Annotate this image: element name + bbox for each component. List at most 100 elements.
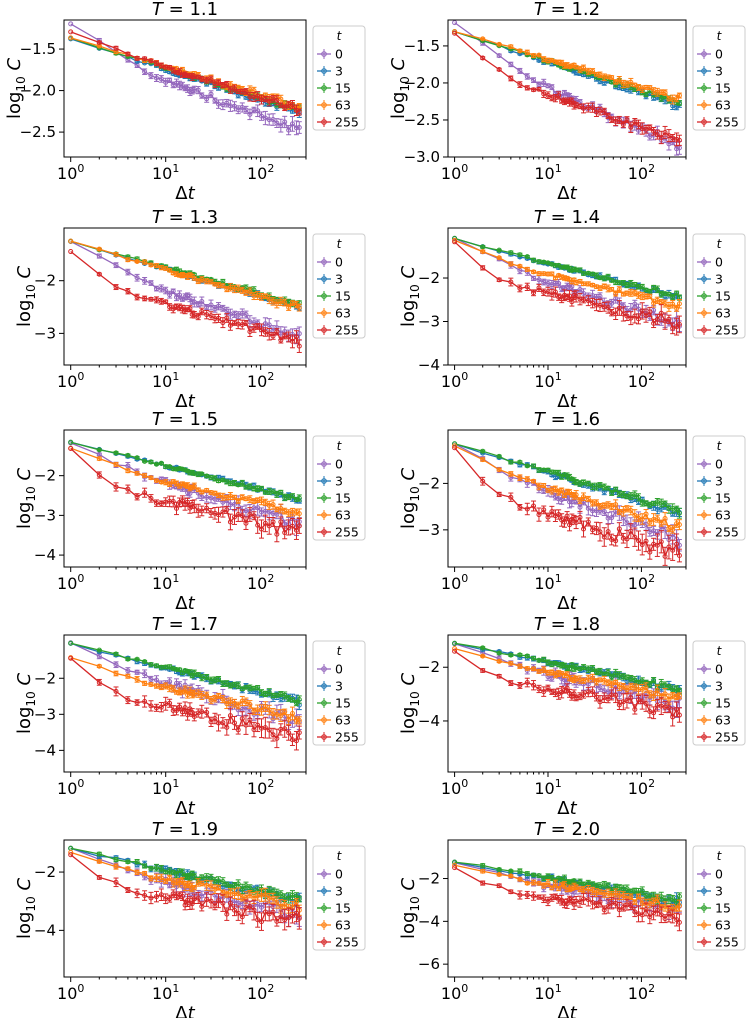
data-point — [220, 283, 226, 289]
data-point — [224, 81, 230, 87]
data-point — [274, 491, 280, 497]
data-point — [651, 320, 657, 326]
data-point — [577, 286, 583, 292]
legend-label: 15 — [335, 81, 351, 96]
data-point — [536, 285, 542, 291]
data-point — [658, 310, 664, 316]
data-point — [274, 120, 280, 126]
data-point — [142, 69, 148, 75]
data-point — [182, 467, 188, 473]
data-point — [142, 56, 148, 62]
data-point — [674, 146, 680, 152]
y-tick-label: −2.0 — [20, 82, 56, 100]
data-point — [293, 527, 299, 533]
data-point — [179, 481, 185, 487]
data-point — [177, 272, 183, 278]
data-point — [676, 321, 682, 327]
data-point — [227, 87, 233, 93]
data-point — [96, 40, 102, 46]
data-point — [274, 329, 280, 335]
legend-marker — [321, 259, 327, 265]
data-point — [243, 312, 249, 318]
legend-marker — [321, 85, 327, 91]
data-point — [274, 531, 280, 537]
data-point — [134, 494, 140, 500]
data-point — [68, 238, 74, 244]
legend-label: 0 — [715, 47, 723, 62]
data-point — [170, 499, 176, 505]
data-point — [620, 280, 626, 286]
data-point — [239, 480, 245, 486]
legend: t 0 3 15 63 255 — [692, 233, 746, 339]
data-point — [231, 514, 237, 520]
x-tick-label: 101 — [534, 370, 561, 391]
data-point — [189, 74, 195, 80]
legend-marker — [321, 293, 327, 299]
data-point — [643, 91, 649, 97]
data-point — [195, 313, 201, 319]
legend-marker — [701, 276, 707, 282]
data-point — [216, 315, 222, 321]
data-point — [674, 305, 680, 311]
data-point — [569, 299, 575, 305]
data-point — [113, 45, 119, 51]
data-point — [508, 250, 514, 256]
data-point — [601, 283, 607, 289]
data-point — [674, 96, 680, 102]
data-point — [480, 55, 486, 61]
data-point — [148, 262, 154, 268]
data-point — [220, 320, 226, 326]
data-point — [199, 489, 205, 495]
data-point — [561, 63, 567, 69]
data-point — [163, 266, 169, 272]
legend-marker — [321, 495, 327, 501]
data-point — [208, 91, 214, 97]
legend-marker — [321, 512, 327, 518]
data-point — [643, 313, 649, 319]
data-point — [662, 90, 668, 96]
data-point — [113, 251, 119, 257]
legend-marker — [701, 259, 707, 265]
data-point — [517, 48, 523, 54]
data-point — [293, 334, 299, 340]
data-point — [651, 128, 657, 134]
data-point — [561, 264, 567, 270]
legend-title: t — [717, 237, 723, 251]
data-point — [536, 277, 542, 283]
data-point — [289, 523, 295, 529]
data-point — [628, 315, 634, 321]
data-point — [195, 301, 201, 307]
data-point — [480, 244, 486, 250]
subplot-title: T = 1.1 — [152, 0, 218, 20]
data-point — [187, 272, 193, 278]
legend-label: 15 — [335, 491, 351, 506]
data-point — [216, 303, 222, 309]
data-point — [524, 73, 530, 79]
data-point — [247, 483, 253, 489]
data-point — [204, 487, 210, 493]
series-255 — [452, 239, 682, 336]
data-point — [676, 93, 682, 99]
subplot-title: T = 1.4 — [534, 207, 600, 228]
data-point — [531, 87, 537, 93]
data-point — [508, 261, 514, 267]
title-value: = 1.3 — [163, 207, 218, 228]
data-point — [647, 309, 653, 315]
data-point — [134, 275, 140, 281]
data-point — [597, 293, 603, 299]
data-point — [125, 452, 131, 458]
y-tick-label: −2.0 — [404, 74, 440, 92]
legend-label: 15 — [715, 81, 731, 96]
data-point — [182, 272, 188, 278]
legend-label: 255 — [715, 323, 739, 338]
data-point — [605, 274, 611, 280]
data-point — [247, 289, 253, 295]
data-point — [278, 337, 284, 343]
data-point — [585, 298, 591, 304]
data-point — [609, 277, 615, 283]
data-point — [266, 296, 272, 302]
data-point — [163, 288, 169, 294]
data-point — [647, 85, 653, 91]
data-point — [163, 299, 169, 305]
